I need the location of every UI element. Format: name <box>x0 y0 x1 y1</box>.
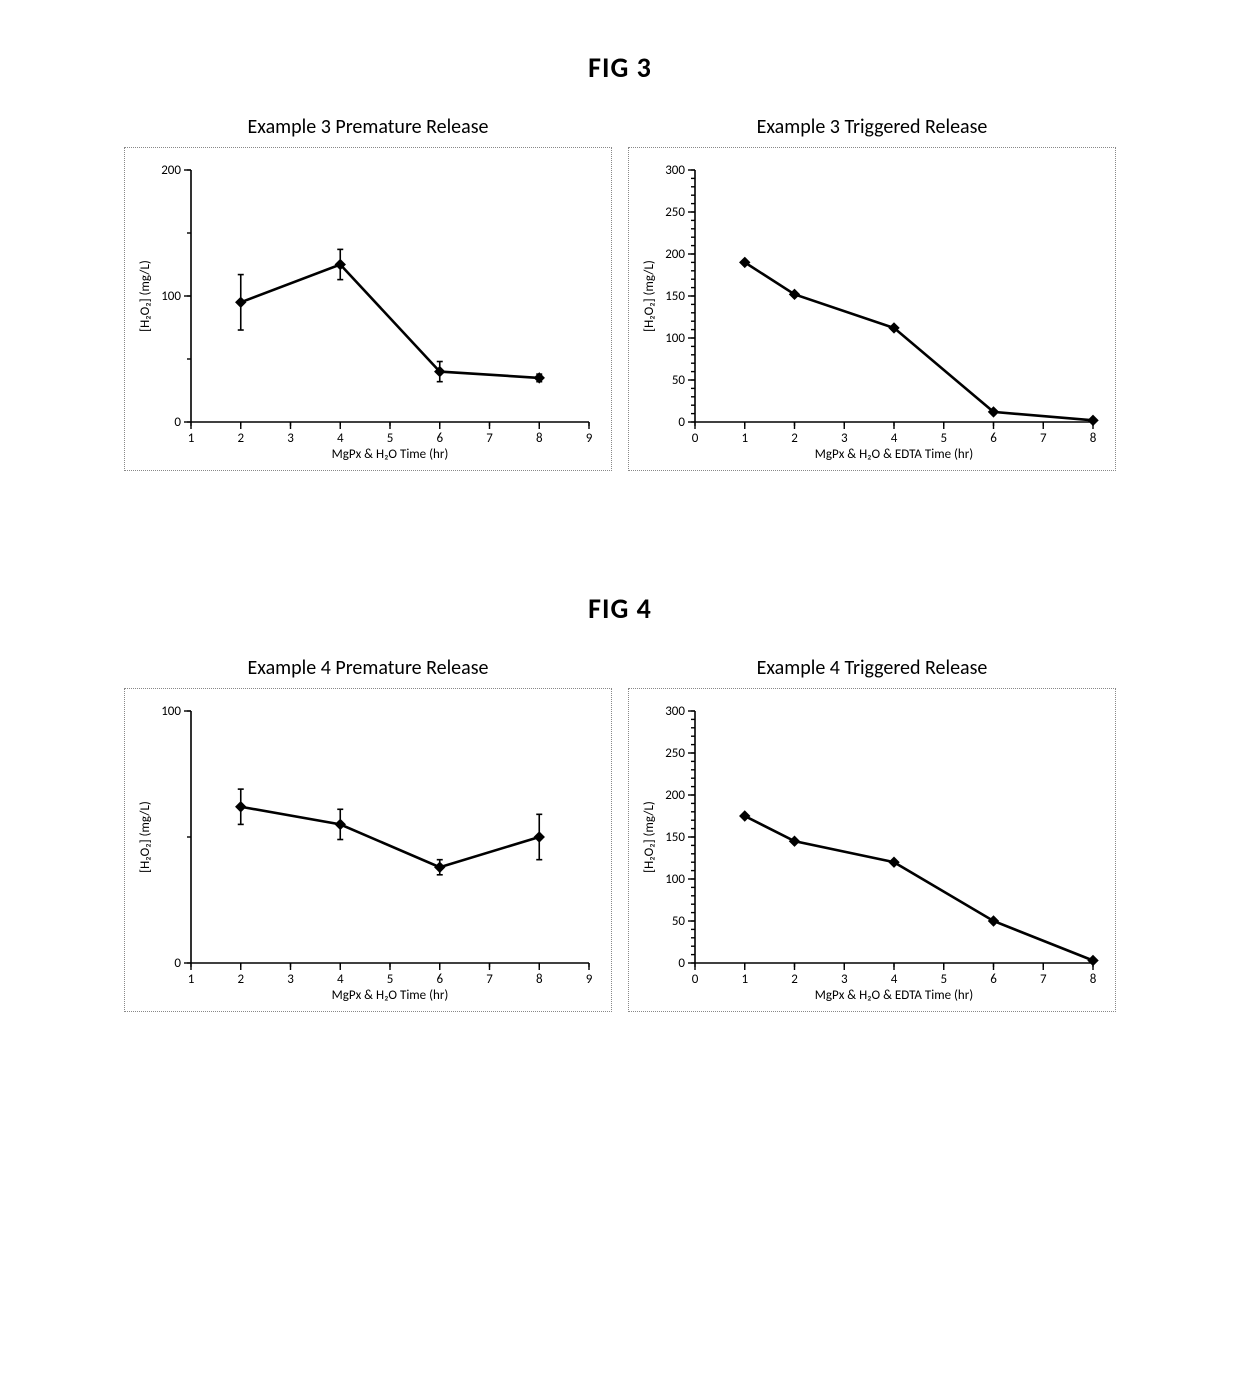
figure-3-chart-1-title: Example 3 Triggered Release <box>757 115 988 139</box>
figure-3-chart-1-cell: Example 3 Triggered Release 050100150200… <box>628 115 1116 471</box>
svg-text:9: 9 <box>586 972 593 987</box>
svg-text:100: 100 <box>161 289 181 304</box>
svg-text:[H₂O₂] (mg/L): [H₂O₂] (mg/L) <box>138 260 153 332</box>
svg-text:8: 8 <box>1090 972 1097 987</box>
svg-text:MgPx & H₂O & EDTA Time (hr): MgPx & H₂O & EDTA Time (hr) <box>815 988 973 1003</box>
svg-text:250: 250 <box>665 205 685 220</box>
svg-text:300: 300 <box>665 704 685 719</box>
svg-text:0: 0 <box>692 972 699 987</box>
figure-3-chart-0-box: 0 100 200 1 2 3 4 5 6 7 8 9 [H₂O₂] (mg/L) MgPx & H₂O … <box>124 147 612 471</box>
figure-4-chart-1-box: 0 50 100 150 200 250 300 0 1 2 3 4 5 6 7 8 [H₂O₂] (mg/L)… <box>628 688 1116 1012</box>
svg-text:[H₂O₂] (mg/L): [H₂O₂] (mg/L) <box>642 260 657 332</box>
svg-text:[H₂O₂] (mg/L): [H₂O₂] (mg/L) <box>642 801 657 873</box>
svg-text:7: 7 <box>486 431 493 446</box>
svg-text:0: 0 <box>678 415 685 430</box>
svg-text:2: 2 <box>237 972 244 987</box>
figure-4-row: Example 4 Premature Release 010012345678… <box>100 656 1140 1012</box>
svg-text:3: 3 <box>841 972 848 987</box>
svg-text:1: 1 <box>188 431 195 446</box>
svg-text:5: 5 <box>387 431 394 446</box>
svg-text:50: 50 <box>672 914 686 929</box>
figure-3-row: Example 3 Premature Release 010020012345… <box>100 115 1140 471</box>
figure-3-chart-1-svg: 0 50 100 150 200 250 300 0 1 2 3 4 5 6 7 8 [H₂O₂] (mg/L)… <box>635 156 1105 466</box>
svg-text:9: 9 <box>586 431 593 446</box>
svg-text:100: 100 <box>665 872 685 887</box>
svg-text:0: 0 <box>174 956 181 971</box>
figure-4-chart-1-cell: Example 4 Triggered Release 050100150200… <box>628 656 1116 1012</box>
figure-4-chart-0-title: Example 4 Premature Release <box>248 656 489 680</box>
svg-text:8: 8 <box>536 972 543 987</box>
svg-text:50: 50 <box>672 373 686 388</box>
figure-4-chart-1-title: Example 4 Triggered Release <box>757 656 988 680</box>
svg-text:5: 5 <box>940 431 947 446</box>
svg-text:5: 5 <box>940 972 947 987</box>
svg-text:1: 1 <box>188 972 195 987</box>
svg-text:1: 1 <box>741 972 748 987</box>
svg-text:200: 200 <box>665 788 685 803</box>
svg-text:6: 6 <box>436 972 443 987</box>
svg-text:6: 6 <box>990 431 997 446</box>
figure-4-chart-0-box: 0 100 1 2 3 4 5 6 7 8 9 [H₂O₂] (mg/L) MgPx & H₂O Tim… <box>124 688 612 1012</box>
svg-text:150: 150 <box>665 830 685 845</box>
svg-text:2: 2 <box>791 972 798 987</box>
svg-text:8: 8 <box>1090 431 1097 446</box>
svg-text:6: 6 <box>436 431 443 446</box>
svg-text:150: 150 <box>665 289 685 304</box>
svg-text:[H₂O₂] (mg/L): [H₂O₂] (mg/L) <box>138 801 153 873</box>
svg-text:0: 0 <box>678 956 685 971</box>
figure-3-chart-0-cell: Example 3 Premature Release 0 100 200 1 2 3 4 5… <box>124 115 612 471</box>
svg-text:200: 200 <box>665 247 685 262</box>
svg-text:0: 0 <box>174 415 181 430</box>
figure-3-label: FIG 3 <box>100 50 1140 85</box>
svg-text:1: 1 <box>741 431 748 446</box>
svg-text:4: 4 <box>337 972 344 987</box>
svg-text:7: 7 <box>486 972 493 987</box>
svg-text:4: 4 <box>891 431 898 446</box>
svg-text:5: 5 <box>387 972 394 987</box>
svg-text:8: 8 <box>536 431 543 446</box>
svg-text:300: 300 <box>665 163 685 178</box>
figure-3-chart-0-svg: 0 100 200 1 2 3 4 5 6 7 8 9 [H₂O₂] (mg/L) MgPx & H₂O … <box>131 156 601 466</box>
figure-4-chart-0-svg: 0 100 1 2 3 4 5 6 7 8 9 [H₂O₂] (mg/L) MgPx & H₂O Tim… <box>131 697 601 1007</box>
figure-4-chart-1-svg: 0 50 100 150 200 250 300 0 1 2 3 4 5 6 7 8 [H₂O₂] (mg/L)… <box>635 697 1105 1007</box>
svg-text:MgPx & H₂O & EDTA Time (hr): MgPx & H₂O & EDTA Time (hr) <box>815 447 973 462</box>
svg-text:2: 2 <box>237 431 244 446</box>
svg-text:2: 2 <box>791 431 798 446</box>
figure-4-block: FIG 4 Example 4 Premature Release 010012… <box>100 591 1140 1012</box>
svg-text:250: 250 <box>665 746 685 761</box>
svg-text:MgPx & H₂O Time (hr): MgPx & H₂O Time (hr) <box>332 988 449 1003</box>
figure-3-block: FIG 3 Example 3 Premature Release 010020… <box>100 50 1140 471</box>
svg-text:7: 7 <box>1040 972 1047 987</box>
svg-text:MgPx & H₂O Time (hr): MgPx & H₂O Time (hr) <box>332 447 449 462</box>
svg-text:7: 7 <box>1040 431 1047 446</box>
svg-text:0: 0 <box>692 431 699 446</box>
svg-text:4: 4 <box>337 431 344 446</box>
svg-text:4: 4 <box>891 972 898 987</box>
svg-text:3: 3 <box>287 431 294 446</box>
svg-text:3: 3 <box>287 972 294 987</box>
figure-3-chart-1-box: 0 50 100 150 200 250 300 0 1 2 3 4 5 6 7 8 [H₂O₂] (mg/L)… <box>628 147 1116 471</box>
figure-4-label: FIG 4 <box>100 591 1140 626</box>
figure-3-chart-0-title: Example 3 Premature Release <box>248 115 489 139</box>
page: FIG 3 Example 3 Premature Release 010020… <box>0 0 1240 1172</box>
svg-text:200: 200 <box>161 163 181 178</box>
figure-4-chart-0-cell: Example 4 Premature Release 0 100 1 2 3 4 5 6 7 8… <box>124 656 612 1012</box>
svg-text:6: 6 <box>990 972 997 987</box>
svg-text:3: 3 <box>841 431 848 446</box>
svg-text:100: 100 <box>161 704 181 719</box>
svg-text:100: 100 <box>665 331 685 346</box>
